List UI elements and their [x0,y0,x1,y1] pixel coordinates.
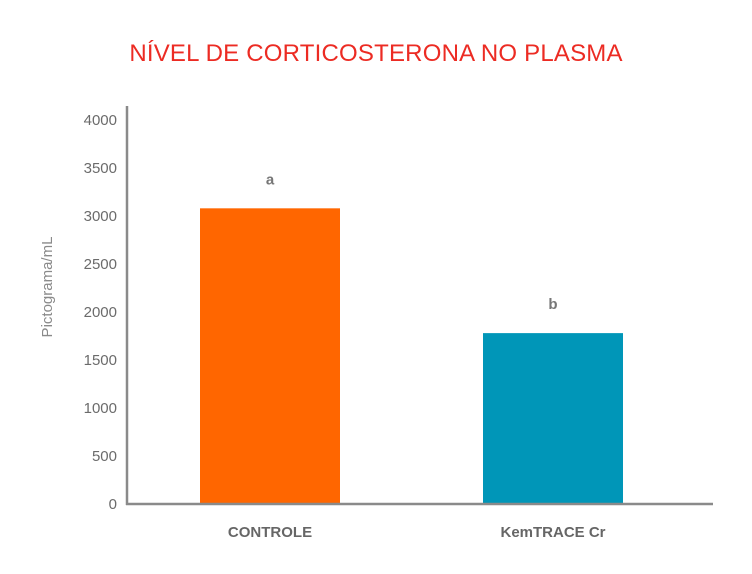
y-tick-label: 2500 [84,256,117,273]
category-label: KemTRACE Cr [500,524,605,541]
data-label: b [548,296,557,313]
y-axis-title: Pictograma/mL [39,237,56,338]
y-tick-label: 4000 [84,112,117,129]
y-tick-label: 500 [92,448,117,465]
bars [200,208,623,504]
bar-0 [200,208,340,504]
y-tick-label: 1500 [84,352,117,369]
y-tick-label: 0 [109,496,117,513]
chart-title: NÍVEL DE CORTICOSTERONA NO PLASMA [129,40,623,67]
category-labels: CONTROLE KemTRACE Cr [228,524,606,541]
y-tick-label: 3500 [84,160,117,177]
y-tick-label: 2000 [84,304,117,321]
y-axis-ticks: 0 500 1000 1500 2000 2500 3000 3500 4000 [84,112,117,513]
bar-1 [483,333,623,504]
y-tick-label: 3000 [84,208,117,225]
y-tick-label: 1000 [84,400,117,417]
category-label: CONTROLE [228,524,312,541]
data-label: a [266,171,275,188]
data-labels: ab [266,171,558,313]
